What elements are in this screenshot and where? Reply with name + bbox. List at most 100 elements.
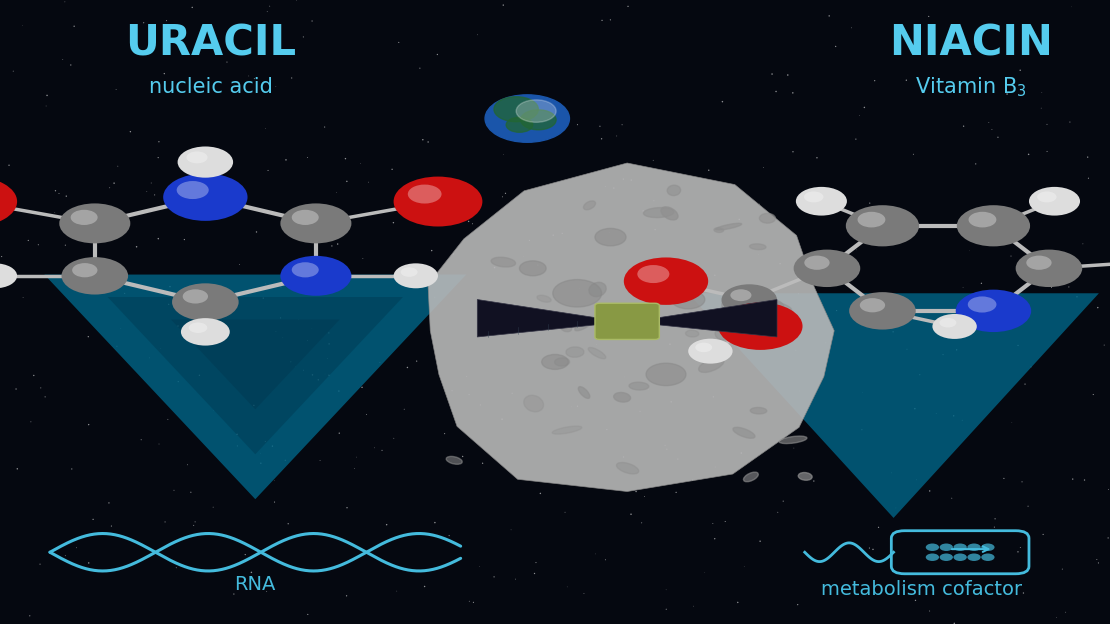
Circle shape (730, 290, 751, 301)
Point (204, 406, 222, 416)
Ellipse shape (716, 223, 741, 230)
Point (1096, 340, 1110, 350)
Point (271, 40, 289, 50)
Circle shape (485, 95, 569, 142)
Point (828, 306, 846, 316)
Point (215, 202, 233, 212)
Point (563, 402, 581, 412)
Point (995, 474, 1012, 484)
Point (286, 361, 304, 371)
Point (634, 206, 652, 216)
Circle shape (394, 263, 438, 288)
Point (1053, 564, 1071, 574)
Ellipse shape (767, 301, 791, 311)
Point (942, 493, 960, 503)
Point (869, 522, 887, 532)
Point (287, 0, 305, 6)
Circle shape (59, 203, 130, 243)
Point (191, 370, 209, 380)
Point (252, 448, 270, 458)
Point (770, 311, 788, 321)
Point (377, 520, 395, 530)
Point (657, 585, 675, 595)
Point (331, 428, 349, 438)
Point (150, 233, 168, 243)
Circle shape (804, 192, 824, 202)
Ellipse shape (561, 323, 572, 332)
Point (339, 503, 356, 513)
Point (685, 601, 703, 611)
Circle shape (672, 290, 705, 309)
Circle shape (956, 290, 1031, 332)
Point (908, 475, 926, 485)
Ellipse shape (685, 283, 698, 289)
Point (1090, 558, 1108, 568)
Point (263, 441, 281, 451)
Point (955, 121, 972, 131)
Point (485, 572, 503, 582)
Circle shape (940, 544, 952, 551)
Text: NIACIN: NIACIN (889, 22, 1053, 65)
Circle shape (932, 314, 977, 339)
Point (502, 525, 519, 535)
Point (1019, 501, 1037, 511)
Point (168, 563, 185, 573)
Circle shape (292, 262, 319, 278)
Point (586, 549, 604, 559)
Point (656, 441, 674, 451)
Polygon shape (44, 275, 466, 499)
Point (299, 610, 316, 620)
Point (596, 182, 614, 192)
Point (639, 385, 657, 395)
Point (472, 400, 490, 410)
Point (705, 392, 723, 402)
Point (347, 452, 365, 462)
Polygon shape (428, 163, 835, 492)
Point (735, 562, 753, 572)
Point (967, 159, 985, 169)
Point (57, 551, 74, 561)
Point (823, 328, 840, 338)
Ellipse shape (491, 257, 515, 267)
Circle shape (181, 318, 230, 346)
Point (948, 345, 966, 355)
Point (290, 315, 307, 325)
Point (22, 417, 40, 427)
Point (461, 597, 478, 607)
Point (423, 246, 441, 256)
Point (21, 611, 39, 621)
Point (1020, 149, 1038, 159)
Point (352, 158, 370, 168)
Circle shape (695, 343, 713, 352)
Point (258, 587, 275, 597)
Point (789, 289, 807, 299)
Point (568, 120, 586, 130)
Point (967, 42, 985, 52)
Point (587, 339, 605, 349)
Point (850, 110, 868, 120)
Ellipse shape (584, 201, 595, 210)
Point (303, 16, 321, 26)
Circle shape (1016, 250, 1082, 287)
Point (329, 239, 346, 249)
Point (554, 228, 572, 238)
Point (667, 487, 685, 497)
Point (4, 66, 22, 76)
Point (411, 261, 428, 271)
Point (644, 155, 662, 165)
Ellipse shape (768, 300, 784, 310)
Circle shape (849, 292, 916, 329)
Point (494, 192, 512, 202)
Ellipse shape (555, 358, 569, 366)
Point (894, 580, 911, 590)
Point (775, 496, 793, 506)
Point (320, 286, 337, 296)
Circle shape (969, 212, 997, 227)
Point (336, 154, 354, 163)
Point (848, 245, 866, 255)
Point (494, 0, 512, 10)
Point (179, 460, 196, 470)
Point (805, 476, 823, 486)
Point (334, 535, 352, 545)
Point (265, 497, 283, 507)
